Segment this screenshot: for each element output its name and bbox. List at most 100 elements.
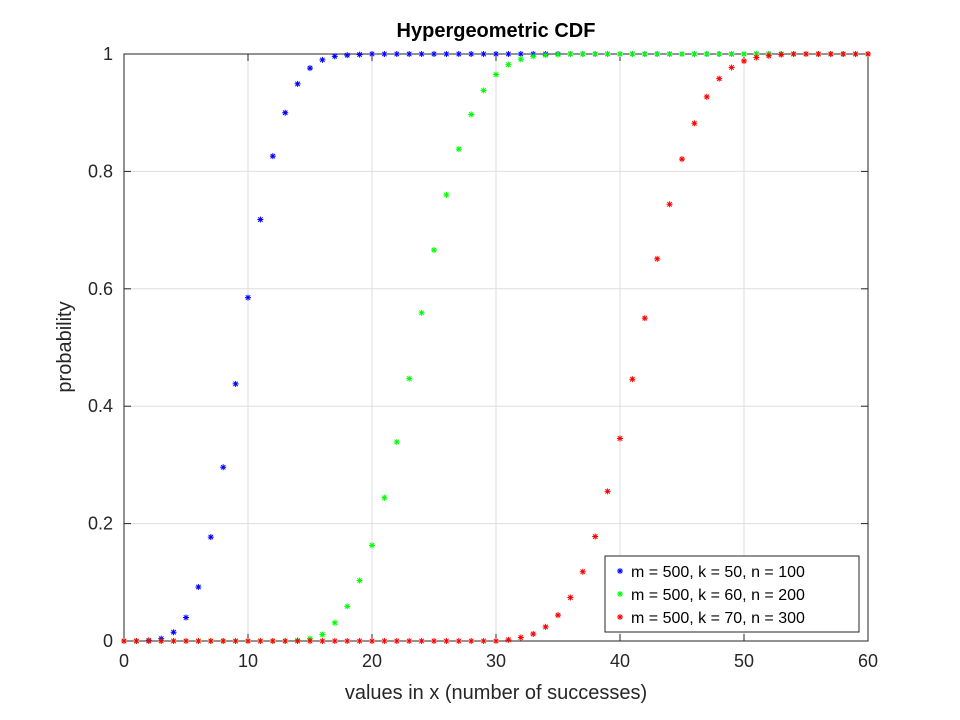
legend-marker [617,614,623,620]
x-tick-label: 30 [486,651,506,671]
data-point [220,638,227,644]
data-point [443,638,450,644]
y-axis-label: probability [54,301,76,392]
data-point [641,51,648,57]
data-point [493,71,499,78]
data-point [852,51,859,57]
data-point [331,638,338,644]
data-point [592,533,599,540]
data-point [344,638,351,644]
data-point [406,51,413,57]
data-point [493,51,499,57]
axis-ticks: 0 10 20 30 40 50 60 0 0.2 0.4 0.6 0.8 1 [88,44,878,671]
data-point [865,51,871,57]
data-point [654,255,661,262]
data-point [790,51,797,57]
data-point [468,51,475,57]
data-point [195,583,202,590]
data-point [393,51,400,57]
data-points [121,51,871,644]
data-point [679,156,685,163]
data-point [617,435,623,442]
data-point [282,109,289,116]
data-point [232,638,239,644]
data-point [381,51,388,57]
data-point [207,534,214,541]
data-point [455,638,462,644]
data-point [542,52,549,59]
data-point [555,612,561,619]
data-point [381,494,388,501]
chart-title: Hypergeometric CDF [397,20,596,42]
data-point [393,638,400,644]
data-point [604,51,611,57]
data-point [753,54,760,61]
data-point [728,64,735,71]
legend-box [604,555,860,633]
data-point [170,629,177,636]
y-tick-label: 0.6 [88,279,113,299]
grid-lines [124,54,868,641]
data-point [468,111,475,118]
data-point [294,638,301,644]
data-point [579,568,586,575]
data-point [455,51,462,57]
data-point [753,51,760,57]
data-point [480,51,487,57]
data-point [170,638,177,644]
data-point [703,93,710,100]
data-point [505,61,512,68]
data-point [393,439,400,446]
y-tick-label: 0 [103,631,113,651]
data-point [542,623,549,630]
data-point [257,638,264,644]
data-point [815,51,822,57]
legend-entry-label: m = 500, k = 60, n = 200 [631,587,805,604]
data-point [741,58,747,65]
data-point [431,247,437,254]
data-point [778,51,785,58]
data-point [703,51,710,57]
data-point [691,51,698,57]
data-point [592,51,599,57]
data-point [418,638,425,644]
x-tick-label: 50 [734,651,754,671]
data-point [369,542,375,549]
data-point [232,380,239,387]
data-point [480,87,487,94]
data-point [121,638,127,644]
data-point [133,638,140,644]
data-point [493,638,499,644]
y-tick-label: 0.2 [88,514,113,534]
data-point [468,638,475,644]
data-point [443,51,450,57]
data-point [555,51,561,58]
data-point [381,638,388,644]
data-point [827,51,834,57]
data-point [331,619,338,626]
data-point [406,638,413,644]
data-point [579,51,586,57]
data-point [629,376,636,383]
data-point [245,638,251,644]
series-3-points [121,51,871,644]
data-point [307,638,313,644]
data-point [666,51,673,57]
data-point [158,638,165,644]
data-point [319,631,326,638]
data-point [282,638,289,644]
data-point [418,51,425,57]
data-point [654,51,661,57]
data-point [803,51,809,57]
legend-entry-label: m = 500, k = 50, n = 100 [631,564,805,581]
data-point [307,65,313,72]
data-point [269,638,276,644]
y-tick-label: 1 [103,44,113,64]
data-point [356,51,363,58]
data-point [505,51,512,57]
data-point [183,638,189,644]
data-point [617,51,623,57]
data-point [319,638,326,644]
